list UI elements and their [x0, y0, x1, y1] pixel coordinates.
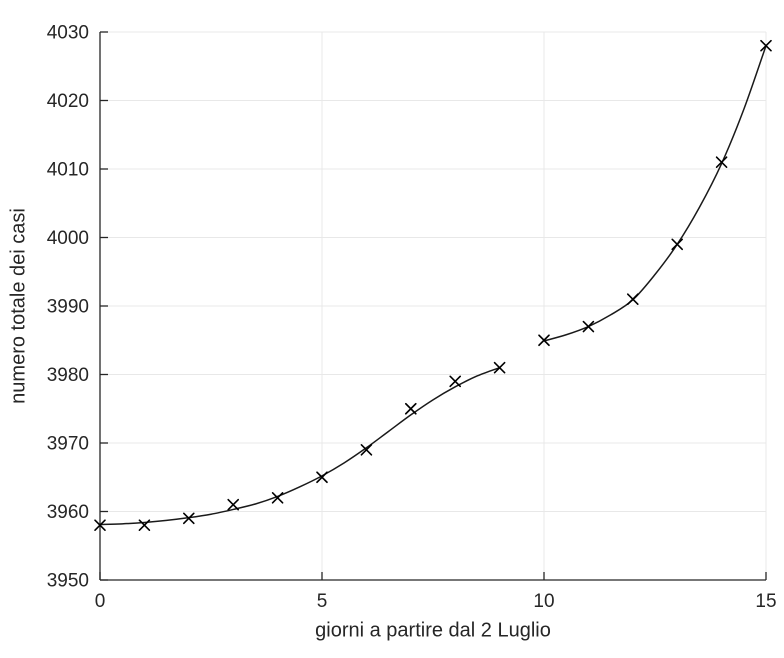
x-tick-label: 15 [755, 591, 776, 612]
y-tick-label: 3980 [47, 365, 89, 386]
y-tick-label: 3970 [47, 434, 89, 455]
data-point-marker [183, 512, 195, 525]
y-tick-label: 4030 [47, 23, 89, 44]
data-point-marker [271, 491, 284, 504]
data-point-marker [538, 334, 550, 347]
y-tick-label: 3990 [47, 297, 89, 318]
fit-curve [543, 45, 767, 342]
fit-curve [99, 366, 500, 526]
data-point-marker [94, 519, 106, 532]
data-point-marker [360, 444, 373, 456]
data-point-marker [671, 238, 684, 251]
x-tick-label: 0 [95, 591, 106, 612]
y-tick-label: 4020 [47, 91, 89, 112]
data-point-marker [715, 156, 728, 168]
x-tick-label: 5 [317, 591, 328, 612]
x-axis-label: giorni a partire dal 2 Luglio [315, 619, 551, 642]
data-point-marker [449, 375, 462, 388]
data-point-marker [404, 402, 417, 415]
data-point-marker [227, 498, 239, 511]
x-tick-label: 10 [533, 591, 554, 612]
data-point-marker [760, 39, 772, 52]
data-point-marker [316, 471, 328, 484]
y-tick-label: 4000 [47, 228, 89, 249]
data-point-marker [493, 361, 506, 374]
data-point-marker [138, 519, 151, 532]
y-axis-label: numero totale dei casi [7, 208, 30, 404]
data-point-marker [582, 320, 595, 333]
y-tick-label: 4010 [47, 160, 89, 181]
y-tick-label: 3960 [47, 502, 89, 523]
y-tick-label: 3950 [47, 571, 89, 592]
data-point-marker [626, 293, 639, 305]
